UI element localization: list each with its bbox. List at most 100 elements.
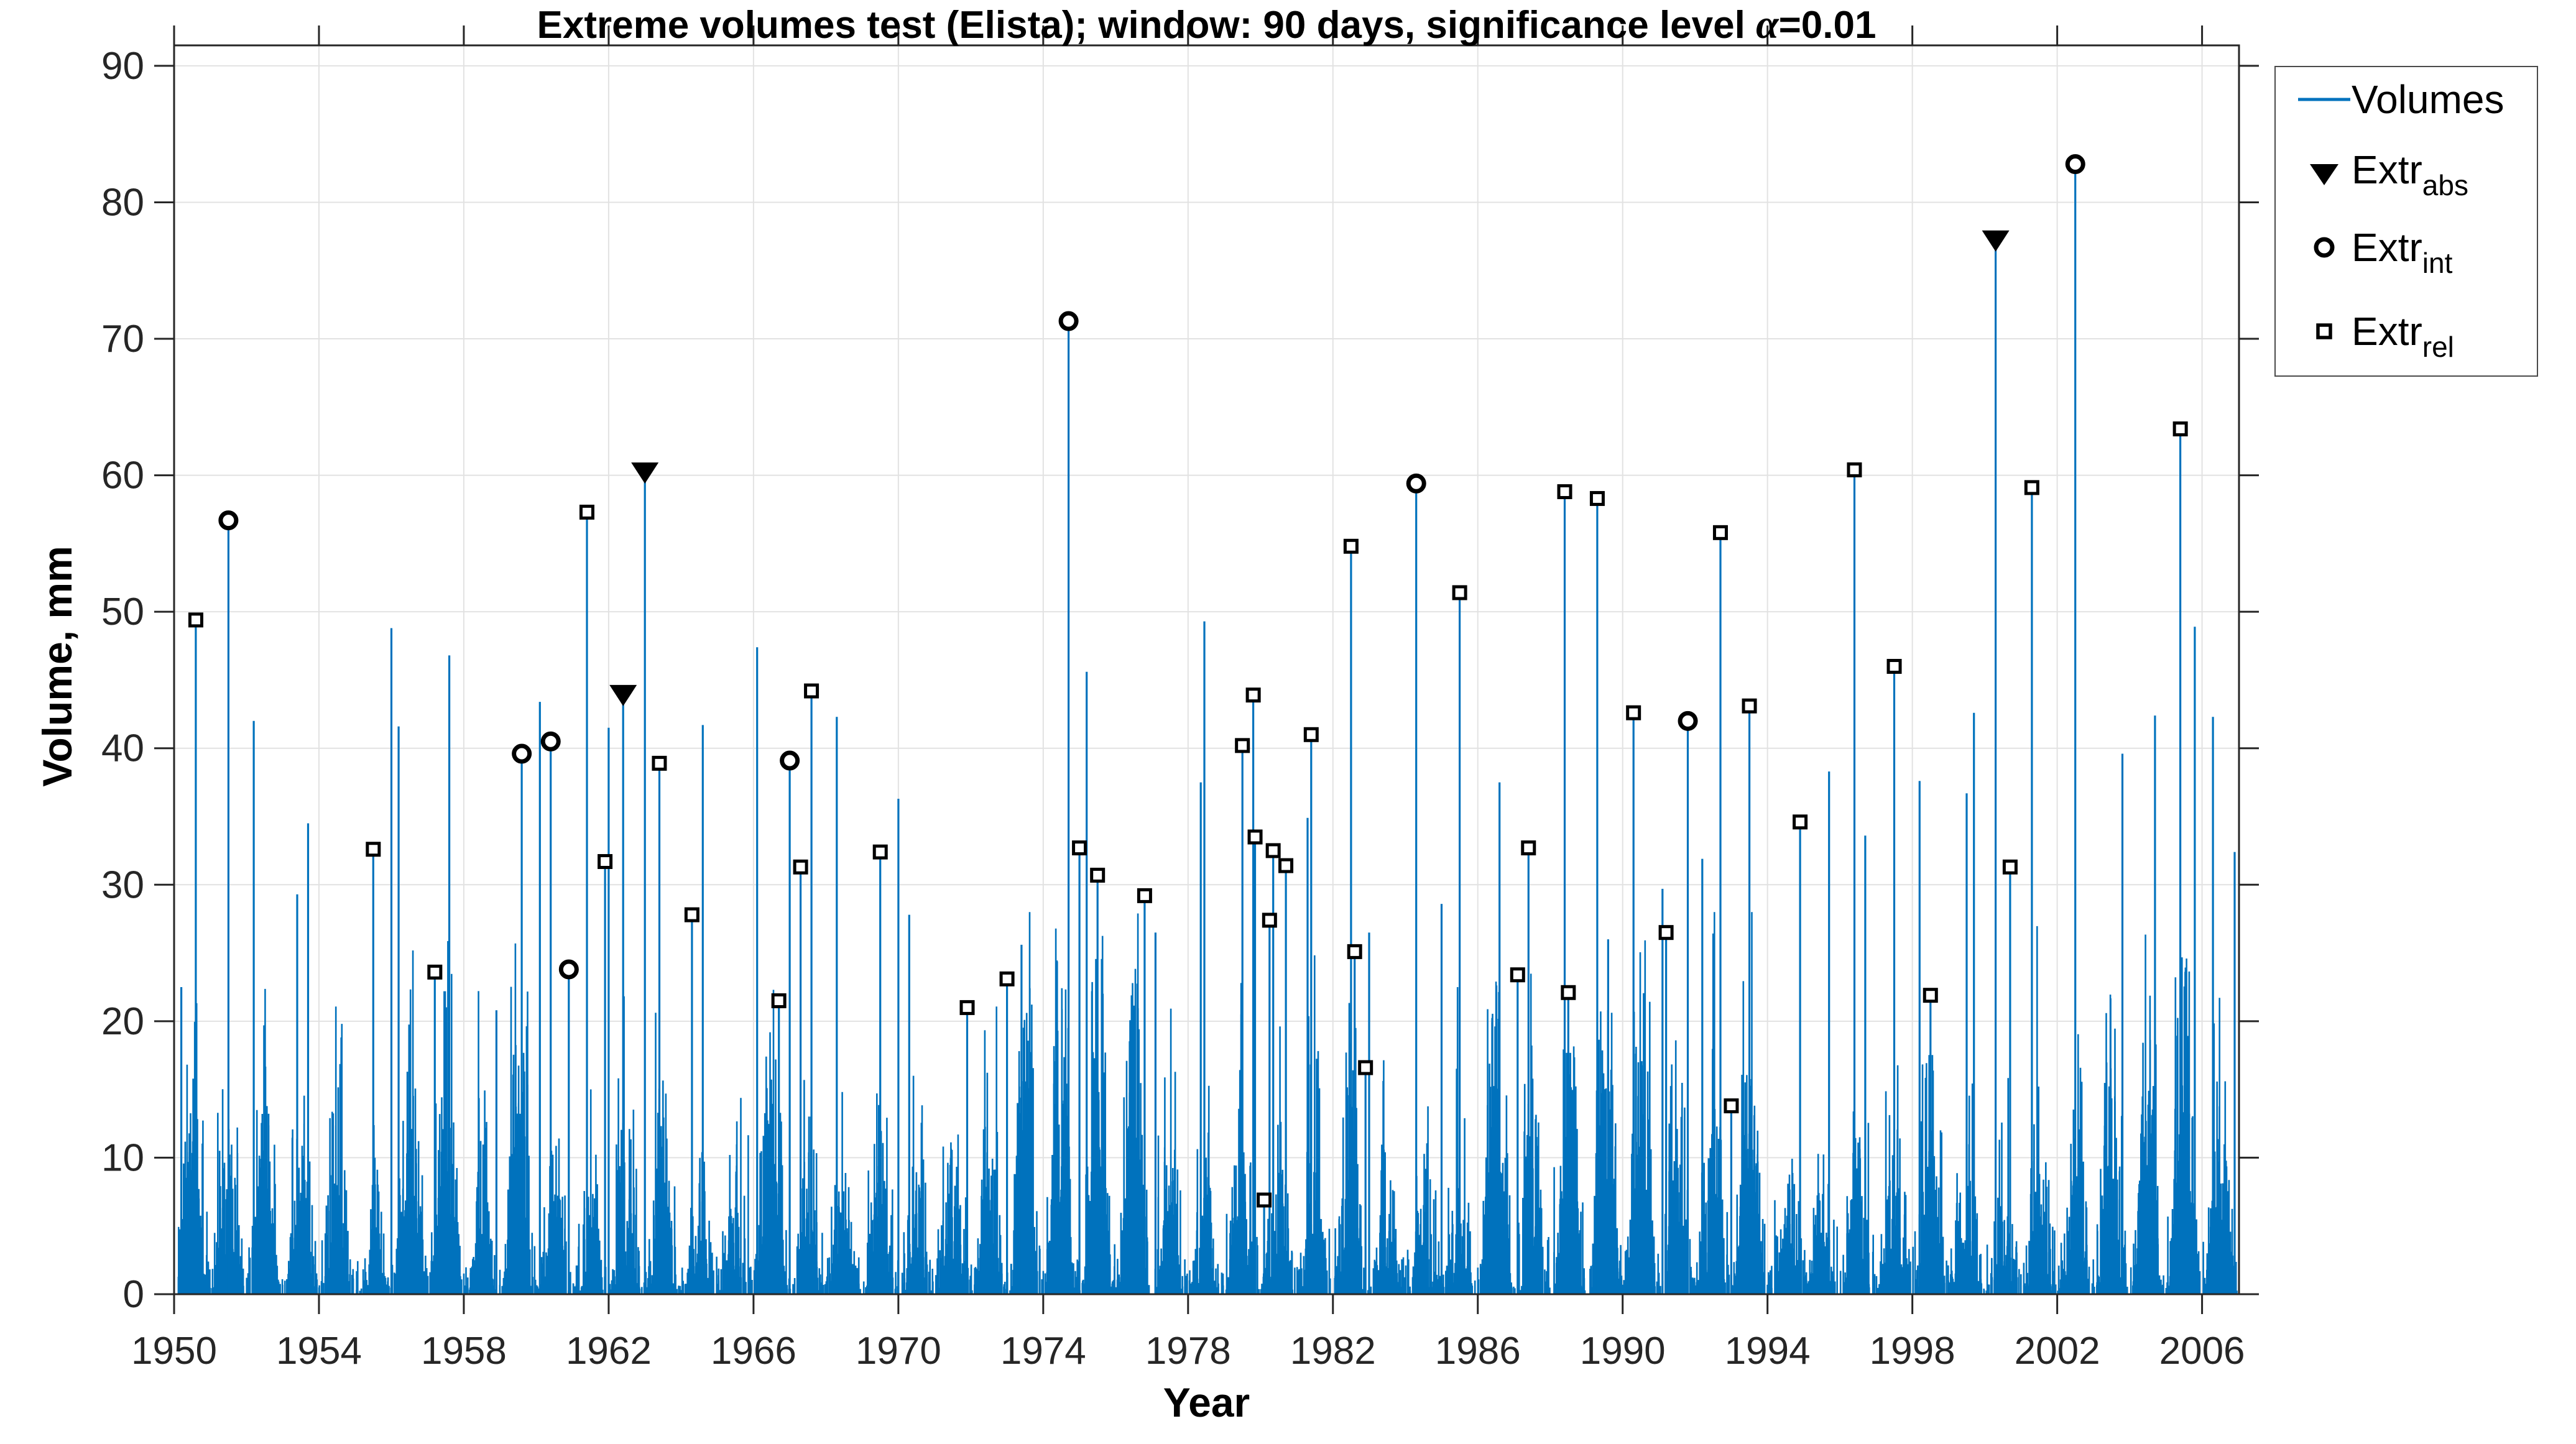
extr-rel-square-marker: [579, 504, 594, 520]
extr-rel-square-marker: [959, 1000, 975, 1015]
square-open-icon: [2287, 300, 2361, 362]
x-tick-label: 1978: [1145, 1330, 1231, 1373]
legend: Volumes Extr abs Extr int Extr rel: [2274, 66, 2538, 377]
extr-rel-square-marker: [188, 612, 203, 628]
y-tick-label: 70: [101, 318, 144, 361]
extr-rel-square-marker: [1521, 840, 1536, 856]
legend-item-int: Extr int: [2276, 216, 2537, 278]
chart-title: Extreme volumes test (Elista); window: 9…: [174, 1, 2239, 48]
y-axis-label: Volume, mm: [34, 546, 80, 787]
extr-rel-square-marker: [804, 683, 819, 699]
x-tick-label: 1986: [1435, 1330, 1521, 1373]
extr-int-circle-marker: [540, 731, 561, 752]
x-tick-label: 1974: [1000, 1330, 1086, 1373]
y-tick-label: 60: [101, 454, 144, 497]
extr-int-markers: [218, 154, 2085, 980]
x-tick-label: 1966: [711, 1330, 796, 1373]
extr-rel-square-marker: [1235, 738, 1250, 753]
alpha-symbol: α: [1756, 2, 1779, 47]
extr-rel-square-marker: [684, 907, 699, 922]
y-tick-label: 90: [101, 45, 144, 88]
tick-labels: 1950 1954 1958 1962 1966 1970 1974 1978 1982 1986…: [101, 45, 2245, 1373]
y-tick-label: 50: [101, 591, 144, 633]
legend-item-abs: Extr abs: [2276, 139, 2537, 201]
extr-rel-square-marker: [1247, 829, 1263, 845]
y-tick-label: 10: [101, 1136, 144, 1179]
chart-title-value: =0.01: [1778, 4, 1877, 47]
extr-rel-square-marker: [999, 971, 1015, 986]
extr-rel-square-marker: [1245, 688, 1261, 703]
extr-rel-square-marker: [1886, 659, 1902, 674]
x-tick-label: 1982: [1290, 1330, 1376, 1373]
volume-stems-peaks: [180, 164, 2236, 1294]
legend-item-volumes: Volumes: [2276, 68, 2537, 131]
extr-rel-square-marker: [1303, 727, 1319, 742]
extr-int-circle-marker: [1678, 711, 1698, 731]
x-tick-label: 1998: [1870, 1330, 1955, 1373]
y-tick-label: 40: [101, 727, 144, 770]
extr-abs-triangle-marker: [1982, 230, 2010, 252]
triangle-down-icon: [2287, 139, 2361, 201]
chart-title-text: Extreme volumes test (Elista); window: 9…: [537, 4, 1757, 47]
legend-label: Extr int: [2352, 225, 2453, 280]
extr-rel-square-marker: [1742, 698, 1757, 714]
extr-rel-square-marker: [1561, 985, 1576, 1000]
x-tick-label: 1994: [1725, 1330, 1811, 1373]
extr-rel-square-marker: [1265, 843, 1281, 858]
x-tick-label: 1958: [421, 1330, 507, 1373]
extr-int-circle-marker: [2065, 154, 2085, 175]
legend-label: Extr rel: [2352, 309, 2454, 364]
circle-open-icon: [2287, 216, 2361, 278]
extr-rel-square-marker: [366, 842, 381, 857]
volumes-line-icon: [2287, 68, 2361, 131]
legend-label: Extr abs: [2352, 147, 2468, 202]
extr-rel-square-marker: [1589, 490, 1605, 506]
extr-rel-square-marker: [1358, 1060, 1373, 1075]
extr-int-circle-marker: [780, 750, 800, 771]
extr-rel-square-marker: [1072, 840, 1087, 856]
extr-int-circle-marker: [1406, 473, 1426, 494]
extr-abs-markers: [609, 230, 2010, 706]
x-tick-label: 2002: [2015, 1330, 2100, 1373]
extr-rel-square-marker: [1343, 538, 1359, 554]
x-tick-label: 1990: [1580, 1330, 1666, 1373]
extr-rel-markers: [188, 421, 2188, 1208]
x-axis-label: Year: [1163, 1379, 1250, 1425]
axis-ticks: [154, 25, 2259, 1314]
extr-rel-square-marker: [1090, 867, 1106, 883]
extr-rel-square-marker: [1793, 814, 1808, 830]
extr-rel-square-marker: [1278, 858, 1294, 873]
extr-int-circle-marker: [558, 959, 579, 980]
extr-int-circle-marker: [1058, 311, 1079, 331]
extr-rel-square-marker: [1724, 1098, 1739, 1114]
extr-rel-square-marker: [1923, 988, 1938, 1003]
extr-int-circle-marker: [512, 743, 532, 764]
extr-abs-triangle-marker: [631, 462, 659, 484]
x-tick-label: 1970: [856, 1330, 941, 1373]
extr-rel-square-marker: [2024, 480, 2039, 495]
x-tick-label: 2006: [2159, 1330, 2245, 1373]
legend-label: Volumes: [2352, 77, 2504, 122]
extr-rel-square-marker: [771, 993, 787, 1008]
legend-item-rel: Extr rel: [2276, 300, 2537, 362]
y-tick-label: 80: [101, 181, 144, 224]
extr-rel-square-marker: [598, 853, 613, 869]
extr-rel-square-marker: [2172, 421, 2188, 436]
extr-rel-square-marker: [1137, 888, 1152, 903]
x-tick-label: 1962: [566, 1330, 652, 1373]
extr-int-circle-marker: [218, 510, 239, 531]
extr-rel-square-marker: [793, 859, 808, 875]
y-tick-label: 30: [101, 863, 144, 906]
x-tick-label: 1954: [276, 1330, 362, 1373]
extr-abs-triangle-marker: [609, 684, 637, 706]
extr-rel-square-marker: [1347, 944, 1362, 959]
extr-rel-square-marker: [1712, 525, 1728, 540]
x-tick-label: 1950: [131, 1330, 217, 1373]
extr-rel-square-marker: [652, 755, 667, 771]
extr-rel-square-marker: [427, 964, 443, 980]
extr-rel-square-marker: [1257, 1192, 1272, 1208]
extr-rel-square-marker: [1626, 705, 1641, 720]
extr-rel-square-marker: [1510, 967, 1525, 983]
